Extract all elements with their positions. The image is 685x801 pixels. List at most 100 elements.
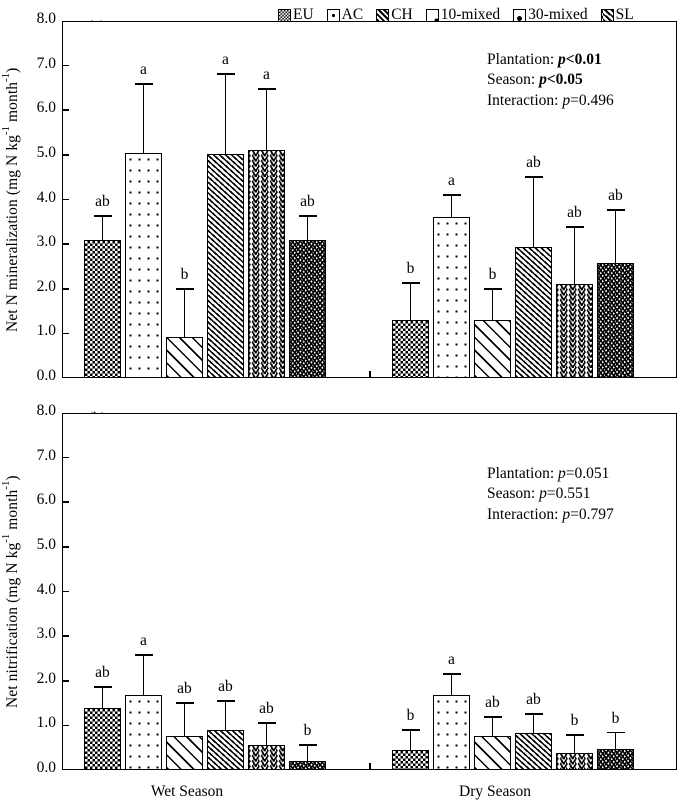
legend-swatch-sl-icon — [600, 8, 614, 22]
y-axis-tick-mark — [62, 243, 69, 245]
error-bar-stem — [265, 87, 268, 150]
y-axis-tick-mark — [62, 501, 69, 504]
error-bar-cap — [93, 686, 112, 688]
stat-season-label: Season: — [487, 485, 540, 503]
stat-interaction-p: p — [562, 505, 571, 523]
bar-sl-wet — [289, 239, 326, 378]
significance-letter: ab — [95, 664, 110, 682]
bar-10-mixed-dry — [515, 247, 552, 378]
error-bar-stem — [532, 712, 535, 734]
y-axis-tick-label: 4.0 — [36, 188, 56, 206]
y-axis-tick-mark — [62, 287, 69, 290]
legend-label: EU — [293, 6, 314, 23]
stat-interaction-value: =0.797 — [570, 505, 614, 523]
bar-ch-wet — [166, 735, 203, 770]
significance-letter: b — [488, 265, 497, 283]
error-bar-cap — [483, 287, 502, 290]
significance-letter: ab — [218, 678, 233, 696]
legend-label: SL — [615, 6, 634, 23]
stat-season-p: p — [539, 485, 547, 503]
stat-season-value: =0.551 — [546, 485, 591, 503]
error-bar-cap — [442, 194, 461, 196]
x-axis-separator-tick — [369, 371, 371, 378]
legend-label: 10-mixed — [440, 6, 501, 23]
y-axis-tick-mark — [62, 590, 69, 593]
stat-season-p: p — [539, 71, 547, 89]
error-bar-cap — [401, 729, 420, 732]
significance-letter: a — [222, 51, 229, 69]
legend-item-sl: SL — [600, 6, 634, 24]
significance-letter: b — [611, 709, 620, 727]
error-bar-stem — [101, 686, 104, 708]
significance-letter: a — [448, 651, 455, 669]
y-axis-tick-mark — [62, 198, 69, 201]
significance-letter: a — [140, 61, 147, 79]
y-axis-tick-mark — [62, 546, 69, 548]
y-axis-tick-label: 2.0 — [36, 277, 56, 295]
y-axis-tick-label: 1.0 — [36, 322, 56, 340]
bar-sl-wet — [289, 761, 326, 770]
stat-season-value: <0.05 — [546, 71, 583, 89]
error-bar-cap — [257, 722, 276, 724]
error-bar-cap — [483, 716, 502, 719]
error-bar-cap — [401, 282, 420, 284]
error-bar-stem — [532, 175, 535, 248]
error-bar-cap — [606, 731, 625, 734]
y-axis-tick-label: 8.0 — [36, 10, 56, 27]
bar-30-mixed-wet — [248, 744, 285, 770]
y-axis-tick-label: 3.0 — [36, 625, 56, 643]
bar-30-mixed-dry — [556, 753, 593, 770]
bar-10-mixed-wet — [207, 729, 244, 770]
x-axis-group-label: Dry Season — [459, 783, 531, 800]
bar-30-mixed-wet — [248, 149, 285, 378]
error-bar-cap — [298, 744, 317, 746]
error-bar-cap — [175, 702, 194, 704]
error-bar-stem — [142, 83, 145, 153]
y-axis-tick-label: 6.0 — [36, 491, 56, 509]
y-axis-tick-label: 2.0 — [36, 669, 56, 687]
error-bar-stem — [101, 215, 104, 240]
stat-season-label: Season: — [487, 71, 540, 89]
y-axis-tick-label: 1.0 — [36, 714, 56, 732]
bar-ch-dry — [474, 735, 511, 770]
bar-eu-wet — [84, 239, 121, 378]
bar-ac-dry — [433, 695, 470, 770]
error-bar-cap — [216, 73, 235, 75]
legend-item-30-mixed: 30-mixed — [513, 6, 588, 24]
significance-letter: b — [303, 722, 312, 740]
error-bar-stem — [142, 653, 145, 696]
error-bar-cap — [565, 226, 584, 228]
error-bar-stem — [573, 226, 576, 285]
y-axis-tick-label: 8.0 — [36, 402, 56, 419]
panel-b-net-nitrification: Net nitrification (mg N kg-1 month-1) (b… — [0, 392, 685, 800]
stats-annotation-panel-b: Plantation: p=0.051 Season: p=0.551 Inte… — [487, 464, 614, 525]
x-axis-separator-tick — [369, 763, 371, 770]
legend-item-ac: AC — [326, 6, 363, 24]
error-bar-stem — [573, 734, 576, 754]
bar-eu-dry — [392, 750, 429, 770]
stat-plantation-p: p — [558, 465, 566, 482]
stat-interaction-value: =0.496 — [570, 91, 614, 109]
significance-letter: b — [406, 260, 415, 278]
y-axis-tick-mark — [62, 154, 69, 156]
bar-sl-dry — [597, 748, 634, 770]
bar-30-mixed-dry — [556, 284, 593, 378]
y-axis-tick-label: 5.0 — [36, 143, 56, 161]
y-axis-tick-mark — [62, 456, 69, 459]
stat-plantation-value: =0.051 — [565, 465, 610, 482]
bar-10-mixed-dry — [515, 733, 552, 770]
stat-interaction-p: p — [562, 91, 571, 109]
y-axis-tick-label: 4.0 — [36, 580, 56, 598]
error-bar-stem — [306, 215, 309, 240]
error-bar-cap — [298, 215, 317, 217]
error-bar-stem — [265, 722, 268, 745]
significance-letter: a — [448, 172, 455, 190]
error-bar-stem — [183, 287, 186, 337]
error-bar-cap — [442, 673, 461, 675]
error-bar-stem — [224, 700, 227, 730]
error-bar-cap — [134, 653, 153, 656]
legend: EU AC CH 10-mixed 30-mixed SL — [278, 6, 647, 24]
legend-label: CH — [391, 6, 413, 23]
error-bar-cap — [524, 175, 543, 178]
error-bar-cap — [93, 215, 112, 217]
